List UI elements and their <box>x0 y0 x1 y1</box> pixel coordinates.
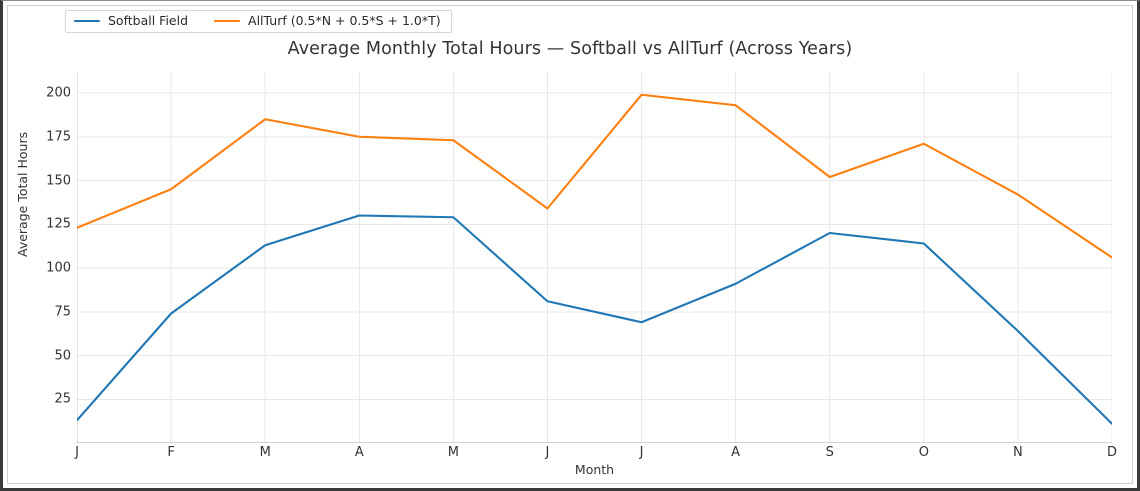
x-axis-tick-label: A <box>731 445 741 460</box>
y-axis-tick-label: 175 <box>46 129 71 145</box>
x-axis-tick-label: J <box>639 445 644 460</box>
y-axis-tick-labels: 25 50 75 100 125 150 175 200 <box>13 72 71 443</box>
legend-label-allturf: AllTurf (0.5*N + 0.5*S + 1.0*T) <box>248 13 441 28</box>
y-axis-tick-label: 150 <box>46 173 71 188</box>
x-axis-tick-label: M <box>259 445 271 460</box>
x-axis-tick-label: J <box>75 445 79 460</box>
legend-entry-softball-field[interactable]: Softball Field <box>74 13 189 28</box>
chart-legend: Softball Field AllTurf (0.5*N + 0.5*S + … <box>65 10 452 33</box>
legend-swatch-allturf <box>214 20 241 23</box>
x-axis-tick-label: S <box>825 445 834 460</box>
plot-area <box>77 72 1112 443</box>
series-line-allturf <box>77 93 1112 259</box>
x-axis-tick-label: M <box>447 445 459 460</box>
legend-swatch-softball-field <box>74 20 100 23</box>
plot-svg <box>77 72 1112 443</box>
legend-label-softball-field: Softball Field <box>108 13 189 28</box>
x-axis-tick-label: N <box>1013 445 1023 460</box>
y-axis-tick-label: 100 <box>46 260 71 276</box>
x-axis-label: Month <box>574 462 615 477</box>
y-axis-tick-label: 25 <box>54 391 71 407</box>
legend-entry-allturf[interactable]: AllTurf (0.5*N + 0.5*S + 1.0*T) <box>214 13 441 28</box>
x-axis-tick-label: O <box>918 445 929 460</box>
x-axis-tick-label: A <box>354 445 364 460</box>
y-axis-tick-label: 50 <box>54 348 71 363</box>
y-axis-tick-label: 200 <box>46 85 71 101</box>
y-axis-tick-label: 125 <box>46 216 71 232</box>
x-axis-tick-label: F <box>167 445 175 460</box>
x-axis-tick-label: J <box>545 445 550 460</box>
series-line-softball-field <box>77 214 1112 425</box>
x-axis-tick-label: D <box>1106 445 1118 460</box>
y-axis-tick-label: 75 <box>54 304 71 320</box>
chart-title: Average Monthly Total Hours — Softball v… <box>287 39 853 59</box>
